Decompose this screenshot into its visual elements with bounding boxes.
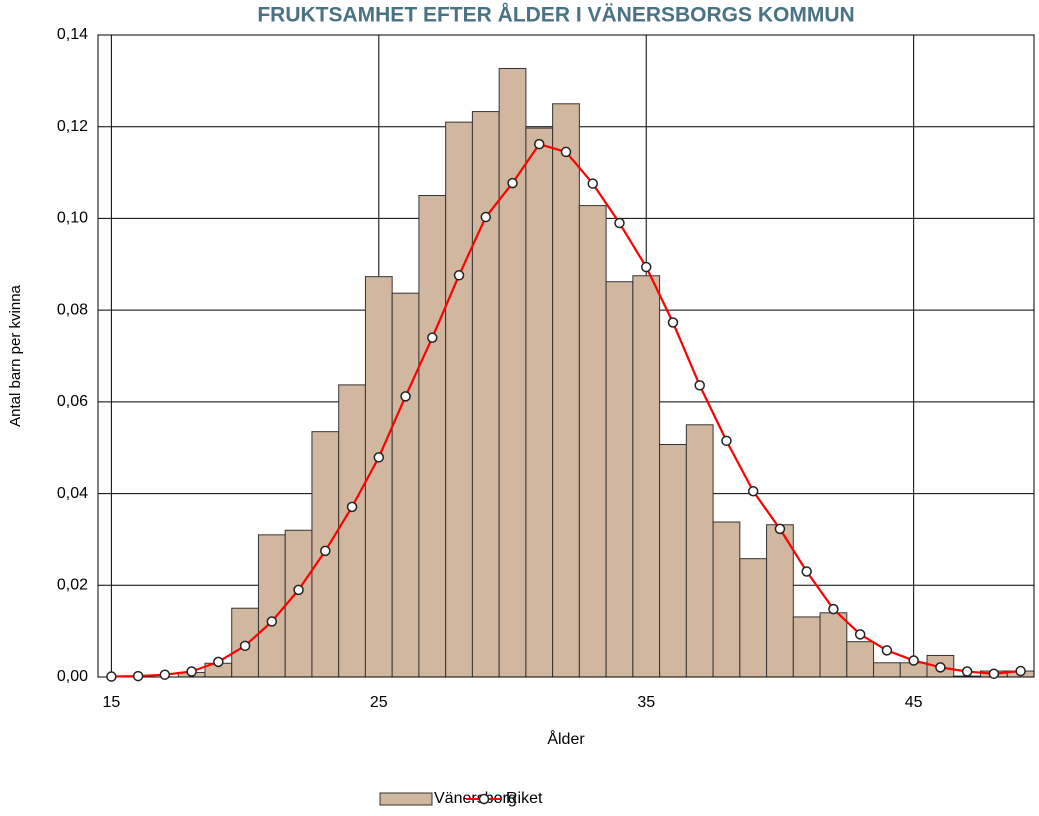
marker (266, 616, 278, 627)
marker (534, 138, 545, 150)
marker (614, 217, 625, 229)
y-tick-label: 0,06 (57, 393, 88, 410)
marker (106, 671, 117, 682)
bar (685, 424, 714, 678)
marker (427, 332, 438, 343)
marker (908, 655, 919, 666)
marker (293, 584, 304, 596)
bar (712, 521, 741, 678)
bar (284, 529, 313, 678)
legend-label: Riket (506, 790, 543, 807)
marker (587, 178, 598, 189)
bar (873, 662, 901, 678)
marker (560, 146, 572, 158)
bar (819, 612, 848, 678)
y-axis-label: Antal barn per kvinna (7, 284, 24, 426)
chart-title: FRUKTSAMHET EFTER ÅLDER I VÄNERSBORGS KO… (257, 3, 854, 27)
bar (659, 444, 687, 678)
plot-frame (97, 34, 1035, 678)
marker (667, 317, 679, 328)
marker (721, 435, 732, 447)
bar (605, 281, 634, 678)
x-axis-label: Ålder (547, 729, 585, 748)
marker (801, 566, 812, 577)
marker (694, 380, 705, 391)
y-tick-label: 0,12 (57, 118, 88, 135)
bar (338, 384, 366, 678)
bar (391, 292, 420, 678)
x-tick-label: 45 (905, 694, 923, 711)
marker (400, 391, 411, 402)
marker (186, 666, 197, 677)
marker (747, 486, 759, 497)
bar (766, 524, 794, 678)
y-tick-label: 0,14 (57, 26, 88, 43)
bar (498, 67, 527, 678)
y-tick-label: 0,04 (57, 485, 88, 502)
bar (632, 275, 661, 678)
legend-marker (478, 793, 490, 805)
bar (445, 121, 473, 678)
marker (132, 670, 144, 682)
bar (471, 111, 500, 678)
marker (774, 523, 786, 535)
bar (846, 641, 875, 678)
y-tick-label: 0,10 (57, 210, 88, 227)
marker (881, 645, 893, 656)
marker (507, 177, 518, 189)
bar (418, 195, 447, 678)
marker (159, 669, 171, 680)
bar (792, 616, 821, 678)
bar (552, 103, 580, 678)
marker (453, 270, 465, 281)
x-tick-label: 35 (637, 694, 655, 711)
marker (640, 261, 652, 273)
marker (373, 452, 385, 463)
bar (257, 534, 286, 678)
marker (828, 603, 839, 615)
marker (935, 662, 946, 673)
bar (525, 127, 554, 678)
y-tick-label: 0,02 (57, 577, 88, 594)
bar (578, 205, 607, 678)
marker (1015, 665, 1026, 677)
x-tick-label: 15 (102, 694, 120, 711)
legend-swatch (379, 792, 433, 806)
marker (961, 666, 973, 677)
marker (320, 545, 331, 557)
bar (739, 558, 768, 678)
y-tick-label: 0,08 (57, 301, 88, 318)
x-tick-label: 25 (370, 694, 388, 711)
marker (988, 668, 1000, 680)
y-tick-label: 0,00 (57, 668, 88, 685)
marker (480, 211, 492, 223)
marker (239, 640, 251, 652)
marker (854, 629, 866, 640)
marker (346, 501, 358, 513)
marker (213, 656, 224, 668)
